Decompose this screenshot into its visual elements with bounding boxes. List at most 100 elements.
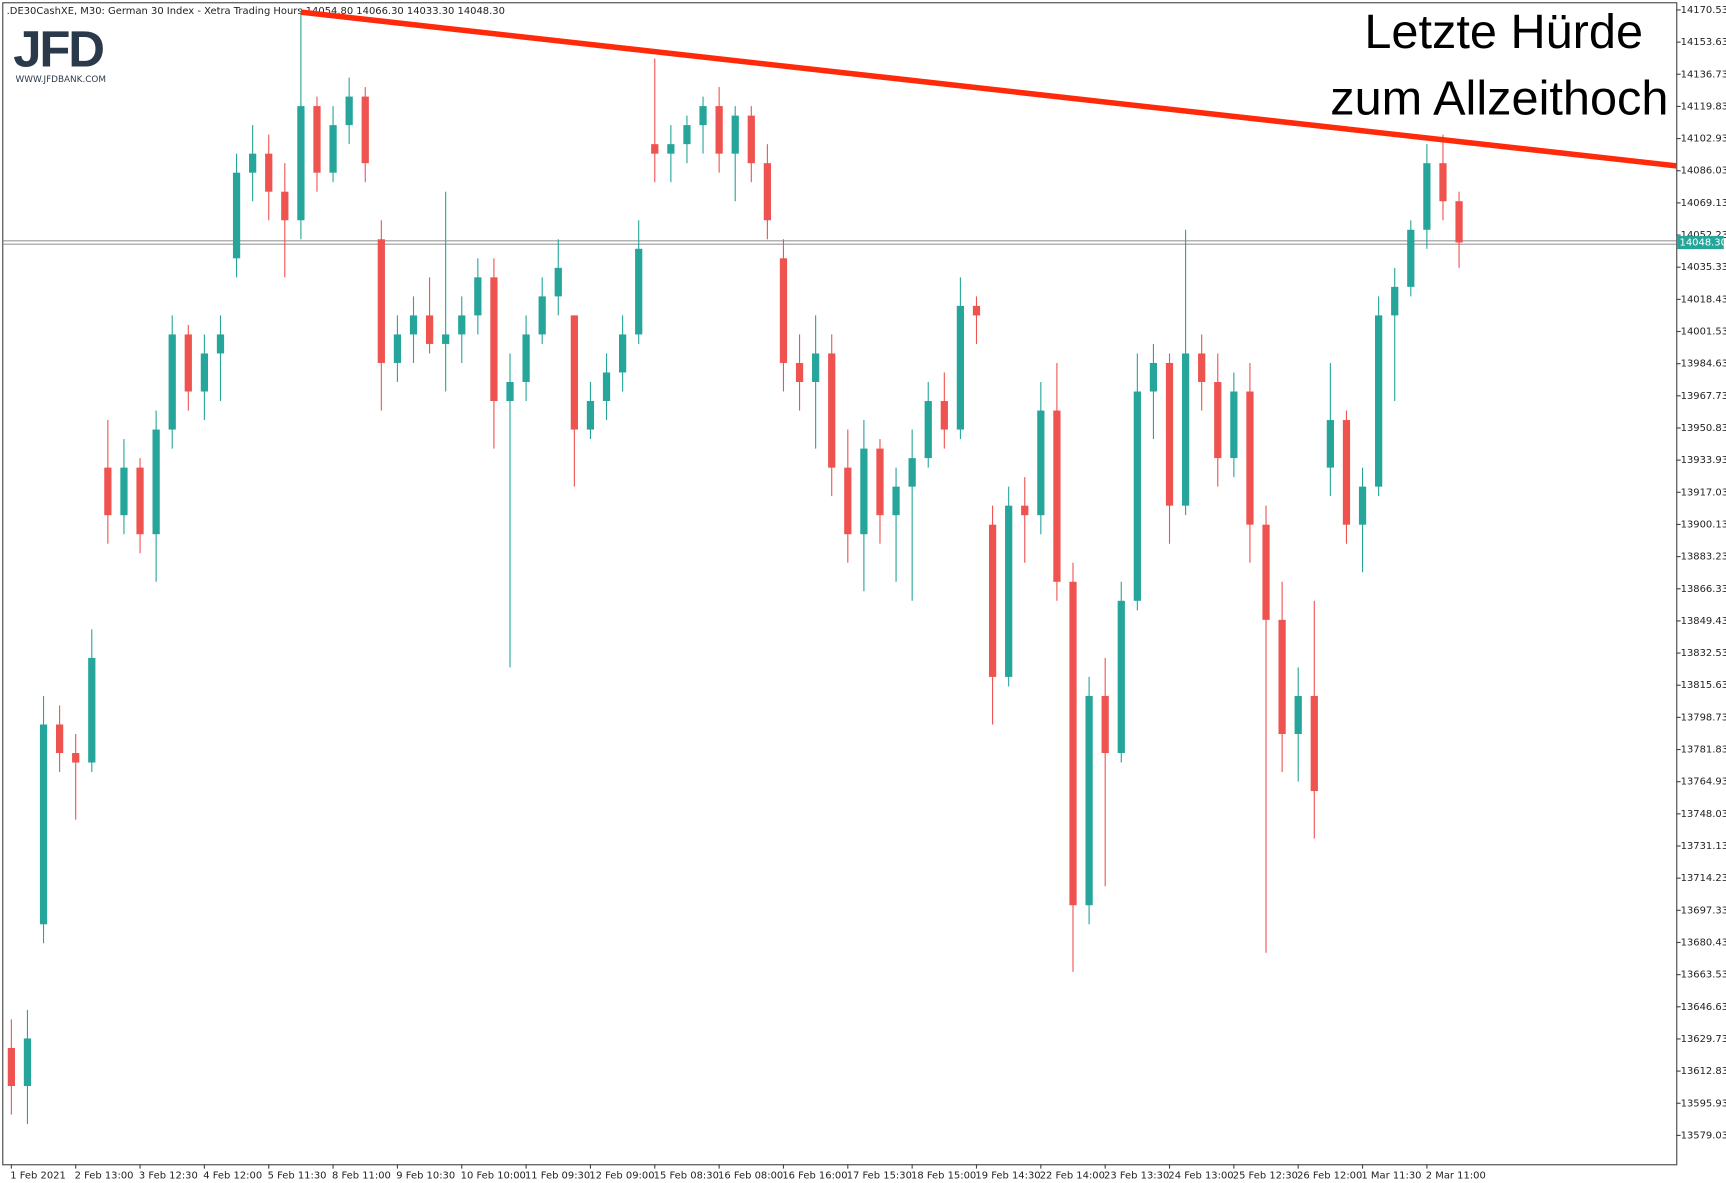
x-tick-label: 9 Feb 10:30 [396,1170,455,1181]
x-tick-label: 3 Feb 12:30 [139,1170,198,1181]
candle-body [1391,286,1399,316]
candle-body [72,753,80,763]
candle-body [779,258,788,363]
candle-body [136,467,144,535]
x-tick-label: 23 Feb 13:30 [1104,1170,1169,1181]
candle-body [23,1038,32,1087]
y-tick-label: 13579.03 [1681,1130,1726,1141]
y-tick-label: 14153.63 [1681,37,1726,48]
x-tick-label: 10 Feb 10:00 [461,1170,526,1181]
candle-body [924,401,932,459]
x-tick-label: 8 Feb 11:00 [332,1170,391,1181]
candle-body [1214,381,1222,459]
candle-body [1165,362,1174,506]
candle-body [281,191,289,221]
candle-body [586,401,595,430]
x-tick-label: 11 Feb 09:30 [525,1170,590,1181]
y-tick-label: 13984.63 [1681,359,1726,370]
candle-body [490,277,498,402]
candle-body [1101,695,1109,754]
plot-frame [2,2,1678,1166]
candle-body [618,334,627,373]
x-tick-label: 19 Feb 14:30 [975,1170,1040,1181]
candle-body [795,362,804,382]
candle-body [570,315,578,430]
candle-body [892,486,900,516]
candle-body [184,334,192,392]
candle-body [699,106,707,126]
candle-body [458,315,466,335]
x-tick-label: 22 Feb 14:00 [1040,1170,1105,1181]
candle-body [313,106,321,173]
y-tick-label: 13883.23 [1681,552,1726,563]
candle-body [1085,695,1093,906]
candle-body [152,429,160,535]
y-tick-label: 13866.33 [1681,584,1726,595]
candle-body [1358,486,1367,525]
candle-body [602,372,611,402]
x-tick-label: 25 Feb 12:30 [1233,1170,1298,1181]
candle-body [940,401,948,430]
chart-title: .DE30CashXE, M30: German 30 Index - Xetr… [7,6,505,17]
candle-body [474,277,482,316]
x-tick-label: 15 Feb 08:30 [654,1170,719,1181]
candle-body [1021,505,1029,516]
x-tick-label: 12 Feb 09:00 [589,1170,654,1181]
x-tick-label: 17 Feb 15:30 [847,1170,912,1181]
candle-body [1198,353,1206,382]
x-tick-label: 2 Feb 13:00 [75,1170,134,1181]
candle-body [1310,695,1318,792]
y-tick-label: 13933.93 [1681,455,1726,466]
y-tick-label: 14069.13 [1681,198,1726,209]
candle-body [1117,600,1125,754]
y-tick-label: 13832.53 [1681,648,1726,659]
candle-body [1005,505,1013,677]
candle-body [297,106,305,221]
candle-body [1455,201,1463,243]
candle-body [265,153,273,192]
candle-body [908,458,916,487]
candle-body [1262,524,1270,620]
candle-body [972,305,981,316]
candle-body [635,248,643,335]
candle-body [88,657,96,763]
y-tick-label: 13900.13 [1681,519,1726,530]
candle-body [876,448,884,516]
price-label-box [1677,235,1724,250]
logo: JFD [13,20,103,77]
y-tick-label: 13697.33 [1681,905,1726,916]
candle-body [329,125,337,173]
candle-body [1181,353,1190,506]
candle-body [1375,315,1383,487]
y-tick-label: 13680.43 [1681,937,1726,948]
x-tick-label: 1 Feb 2021 [10,1170,66,1181]
x-tick-label: 16 Feb 08:00 [718,1170,783,1181]
price-label: 14048.30 [1680,238,1726,249]
candle-body [1439,163,1447,202]
annotation: Letzte Hürde [1364,5,1643,59]
y-tick-label: 13815.63 [1681,680,1726,691]
y-tick-label: 13967.73 [1681,391,1726,402]
y-tick-label: 13748.03 [1681,809,1726,820]
candle-body [345,96,353,126]
candle-body [1407,229,1415,287]
y-tick-label: 13950.83 [1681,423,1726,434]
candle-body [812,353,820,382]
candle-body [409,315,418,335]
y-tick-label: 14170.53 [1681,5,1726,16]
candle-body [506,381,514,402]
y-tick-label: 13917.03 [1681,487,1726,498]
candle-body [956,305,965,430]
candle-body [1230,391,1238,459]
candle-body [828,353,836,468]
candle-body [731,115,739,154]
candle-body [554,267,562,297]
candle-body [667,144,675,154]
y-tick-label: 14018.43 [1681,294,1726,305]
annotation: zum Allzeithoch [1330,72,1668,126]
candle-body [763,163,771,221]
y-tick-label: 13781.83 [1681,745,1726,756]
candle-body [1149,362,1158,392]
